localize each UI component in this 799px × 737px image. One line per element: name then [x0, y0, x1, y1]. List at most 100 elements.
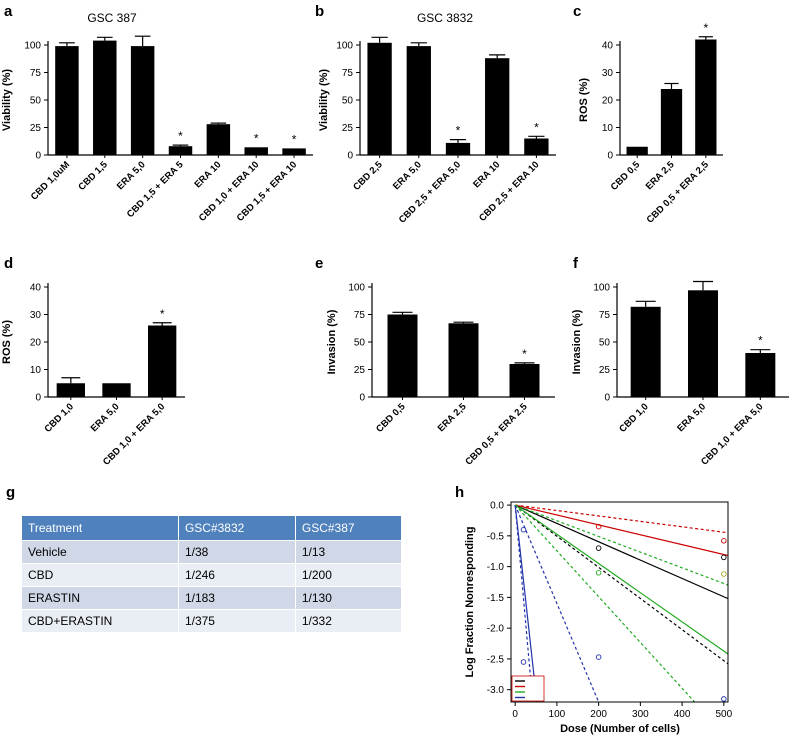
table-row: CBD 1/246 1/200 — [22, 563, 403, 587]
series-line — [514, 504, 728, 586]
y-tick-label: 75 — [342, 68, 354, 79]
y-tick-label: -1.0 — [487, 562, 505, 573]
data-point — [721, 538, 727, 544]
bar — [130, 46, 155, 155]
bar — [56, 383, 85, 397]
category-label: ERA 5,0 — [391, 159, 424, 192]
bar — [102, 383, 131, 397]
bar — [485, 58, 510, 156]
category-label: CBD 1,5 — [76, 159, 110, 193]
y-tick-label: 10 — [30, 365, 42, 376]
bar — [630, 306, 661, 397]
category-label: CBD 1,0 — [42, 401, 76, 435]
table-cell: Vehicle — [22, 540, 179, 564]
significance-star: * — [534, 120, 539, 134]
category-label: CBD 1,0 — [617, 401, 651, 435]
bar — [445, 142, 471, 155]
y-axis-label: Log Fraction Nonresponding — [464, 527, 476, 678]
chart-panel-a: a GSC 387 0 25 50 75 100 Viability (%) CBD 1,0uM… — [1, 3, 313, 224]
y-axis-label: ROS (%) — [1, 320, 13, 364]
y-tick-label: 40 — [30, 283, 42, 294]
table-cell: 1/38 — [178, 540, 296, 564]
y-tick-label: 100 — [336, 41, 353, 52]
bar — [367, 42, 392, 155]
y-axis-label: ROS (%) — [578, 78, 590, 122]
bar — [93, 40, 117, 155]
x-tick-label: 0 — [512, 709, 518, 720]
x-tick-label: 300 — [632, 709, 649, 720]
bar — [660, 89, 683, 155]
bar — [509, 364, 540, 397]
y-tick-label: -2.5 — [487, 654, 505, 665]
panel-letter: a — [4, 3, 13, 20]
category-label: CBD 1,0uM — [29, 159, 72, 202]
y-tick-label: 0 — [359, 393, 365, 404]
y-axis-label: Invasion (%) — [571, 309, 583, 374]
bar — [244, 147, 268, 155]
table-cell: 1/13 — [295, 540, 403, 564]
panel-letter: d — [4, 255, 13, 272]
x-axis-label: Dose (Number of cells) — [560, 723, 680, 735]
panel-letter: h — [455, 484, 464, 501]
y-tick-label: 30 — [602, 68, 614, 79]
table-row: CBD+ERASTIN 1/375 1/332 — [22, 609, 403, 632]
y-axis-label: Invasion (%) — [326, 309, 338, 374]
significance-star: * — [160, 307, 165, 321]
y-tick-label: 0 — [35, 151, 41, 162]
panel-letter-g: g — [6, 484, 16, 501]
category-label: ERA 2,5 — [436, 401, 469, 434]
panel-letter: e — [315, 255, 323, 272]
header-gsc3832: GSC#3832 — [178, 516, 296, 541]
y-tick-label: 20 — [30, 338, 42, 349]
y-axis-label: Viability (%) — [318, 69, 330, 131]
bar — [206, 124, 231, 155]
y-tick-label: 30 — [30, 310, 42, 321]
y-tick-label: 0 — [35, 393, 41, 404]
bar — [282, 148, 306, 155]
x-tick-label: 100 — [549, 709, 566, 720]
series-line — [514, 504, 728, 600]
y-tick-label: 0 — [604, 393, 610, 404]
series-line — [514, 505, 538, 702]
table-cell: 1/130 — [295, 586, 403, 610]
bar — [168, 146, 193, 155]
data-point — [721, 696, 727, 702]
y-tick-label: 75 — [599, 310, 611, 321]
table-cell: CBD+ERASTIN — [22, 609, 179, 632]
series-line — [514, 504, 696, 702]
plot-frame — [510, 501, 729, 703]
y-tick-label: 10 — [602, 123, 614, 134]
header-gsc387: GSC#387 — [295, 516, 403, 541]
y-tick-label: -1.5 — [487, 593, 505, 604]
y-tick-label: 100 — [593, 283, 610, 294]
y-tick-label: 100 — [24, 41, 41, 52]
panel-letter: c — [573, 3, 581, 20]
chart-panel-c: c 0 10 20 30 40 ROS (%) CBD 0,5 ERA 2,5 * CBD 0,5 … — [573, 3, 723, 226]
series-line — [514, 504, 728, 655]
series-line — [514, 505, 534, 702]
category-label: CBD 0,5 — [374, 401, 408, 435]
x-tick-label: 200 — [590, 709, 607, 720]
bar — [55, 46, 79, 155]
data-point — [721, 554, 727, 561]
plot-area — [514, 504, 728, 702]
y-tick-label: 75 — [30, 68, 42, 79]
chart-title: GSC 3832 — [417, 11, 473, 25]
category-label: ERA 5,0 — [89, 401, 122, 434]
table-row: ERASTIN 1/183 1/130 — [22, 586, 403, 610]
bar — [448, 323, 479, 397]
significance-star: * — [292, 132, 297, 146]
y-tick-label: -2.0 — [487, 624, 505, 635]
data-point — [520, 526, 527, 533]
series-line — [515, 504, 728, 534]
category-label: ERA 10 — [192, 159, 223, 190]
bar — [148, 325, 177, 397]
significance-star: * — [178, 129, 183, 143]
y-tick-label: 75 — [354, 310, 366, 321]
y-tick-label: -3.0 — [487, 685, 505, 696]
bar — [387, 314, 418, 397]
table-cell: ERASTIN — [22, 586, 179, 610]
